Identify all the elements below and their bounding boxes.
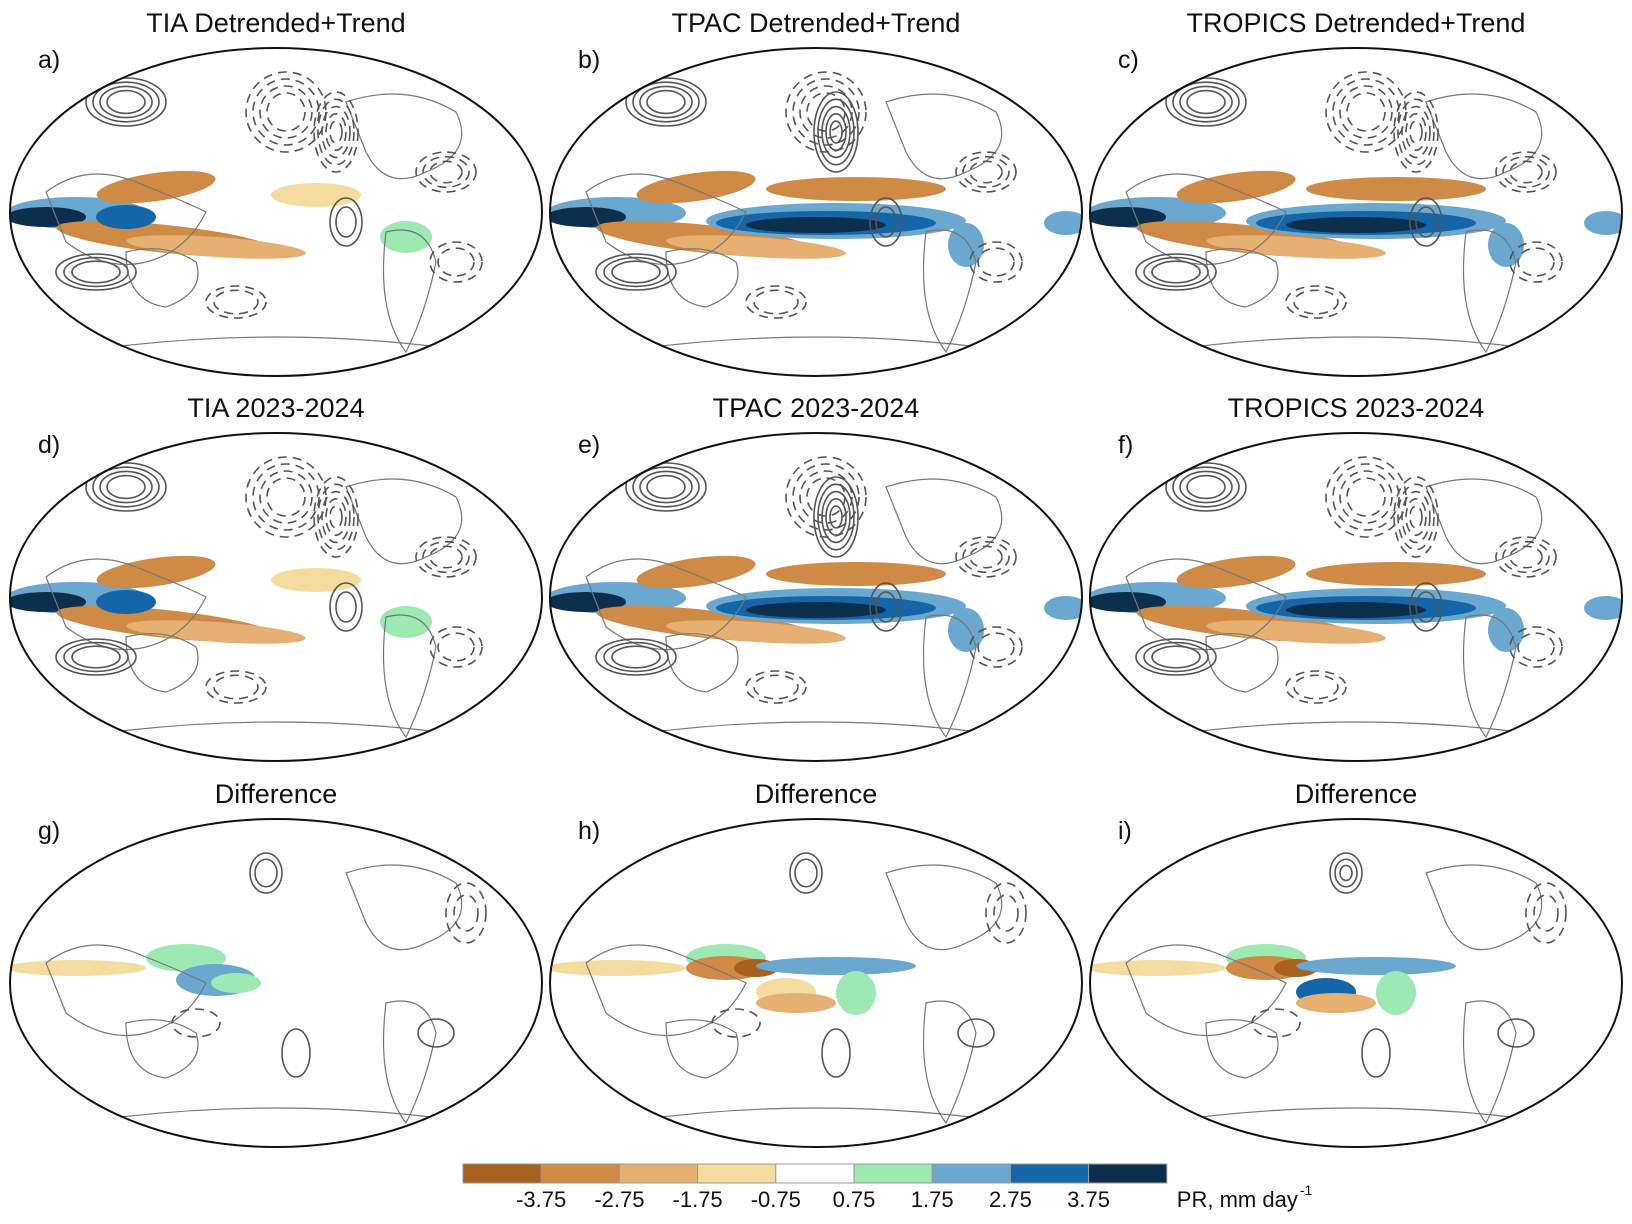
colorbar-tick-label: -2.75 [594,1187,644,1212]
colorbar-tick-label: -3.75 [516,1187,566,1212]
map-panel: Difference i) [1089,779,1623,1148]
panel-label: i) [1118,817,1132,845]
map-panel: TPAC 2023-2024 e) [549,393,1083,762]
map-panel: TIA 2023-2024 d) [9,393,543,762]
map-field [10,433,542,761]
map-panel: TROPICS Detrended+Trend c) [1089,8,1623,377]
colorbar-tick-label: -0.75 [751,1187,801,1212]
map-panel: TROPICS 2023-2024 f) [1089,393,1623,762]
colorbar-tick-label: 1.75 [911,1187,954,1212]
map-panels: TIA Detrended+Trend a) TPAC Detrended+Tren… [9,8,1623,1148]
map-field [10,819,542,1147]
panel-title: TIA Detrended+Trend [146,8,405,38]
colorbar-units-label: PR, mm day [1177,1187,1298,1212]
panel-label: b) [578,46,600,74]
colorbar-tick-label: 2.75 [989,1187,1032,1212]
panel-title: TIA 2023-2024 [187,393,364,423]
map-panel: TIA Detrended+Trend a) [9,8,543,377]
colorbar-tick-label: 0.75 [833,1187,876,1212]
colorbar-swatch [853,1163,933,1184]
map-field [550,819,1082,1147]
colorbar-swatch [1009,1163,1090,1184]
panel-label: d) [38,431,60,459]
colorbar-swatch [931,1163,1011,1184]
colorbar: -3.75 -2.75 -1.75 -0.75 0.75 1.75 2.75 3.75 PR, … [462,1163,1313,1212]
panel-label: a) [38,46,60,74]
panel-label: f) [1118,431,1133,459]
panel-title: Difference [755,779,878,809]
panel-title: TPAC 2023-2024 [713,393,920,423]
colorbar-swatch [697,1163,777,1184]
map-field [550,433,1082,761]
panel-label: c) [1118,46,1139,74]
panel-label: h) [578,817,600,845]
colorbar-tick-label: 3.75 [1067,1187,1110,1212]
map-panel: Difference h) [549,779,1083,1148]
panel-title: TROPICS 2023-2024 [1228,393,1485,423]
panel-title: TROPICS Detrended+Trend [1187,8,1526,38]
map-panel: Difference g) [9,779,543,1148]
panel-title: Difference [215,779,338,809]
map-field [1090,48,1622,376]
colorbar-tick-label: -1.75 [673,1187,723,1212]
colorbar-swatch [618,1163,699,1184]
panel-label: e) [578,431,600,459]
map-field [10,48,542,376]
panel-title: TPAC Detrended+Trend [672,8,961,38]
map-field [1090,433,1622,761]
map-field [550,48,1082,376]
colorbar-swatch [540,1163,620,1184]
map-panel: TPAC Detrended+Trend b) [549,8,1083,377]
colorbar-swatch [775,1163,855,1184]
panel-title: Difference [1295,779,1418,809]
panel-label: g) [38,817,60,845]
colorbar-swatch [462,1163,542,1184]
map-field [1090,819,1622,1147]
colorbar-swatch [1088,1163,1168,1184]
colorbar-units-exponent: -1 [1300,1182,1313,1198]
